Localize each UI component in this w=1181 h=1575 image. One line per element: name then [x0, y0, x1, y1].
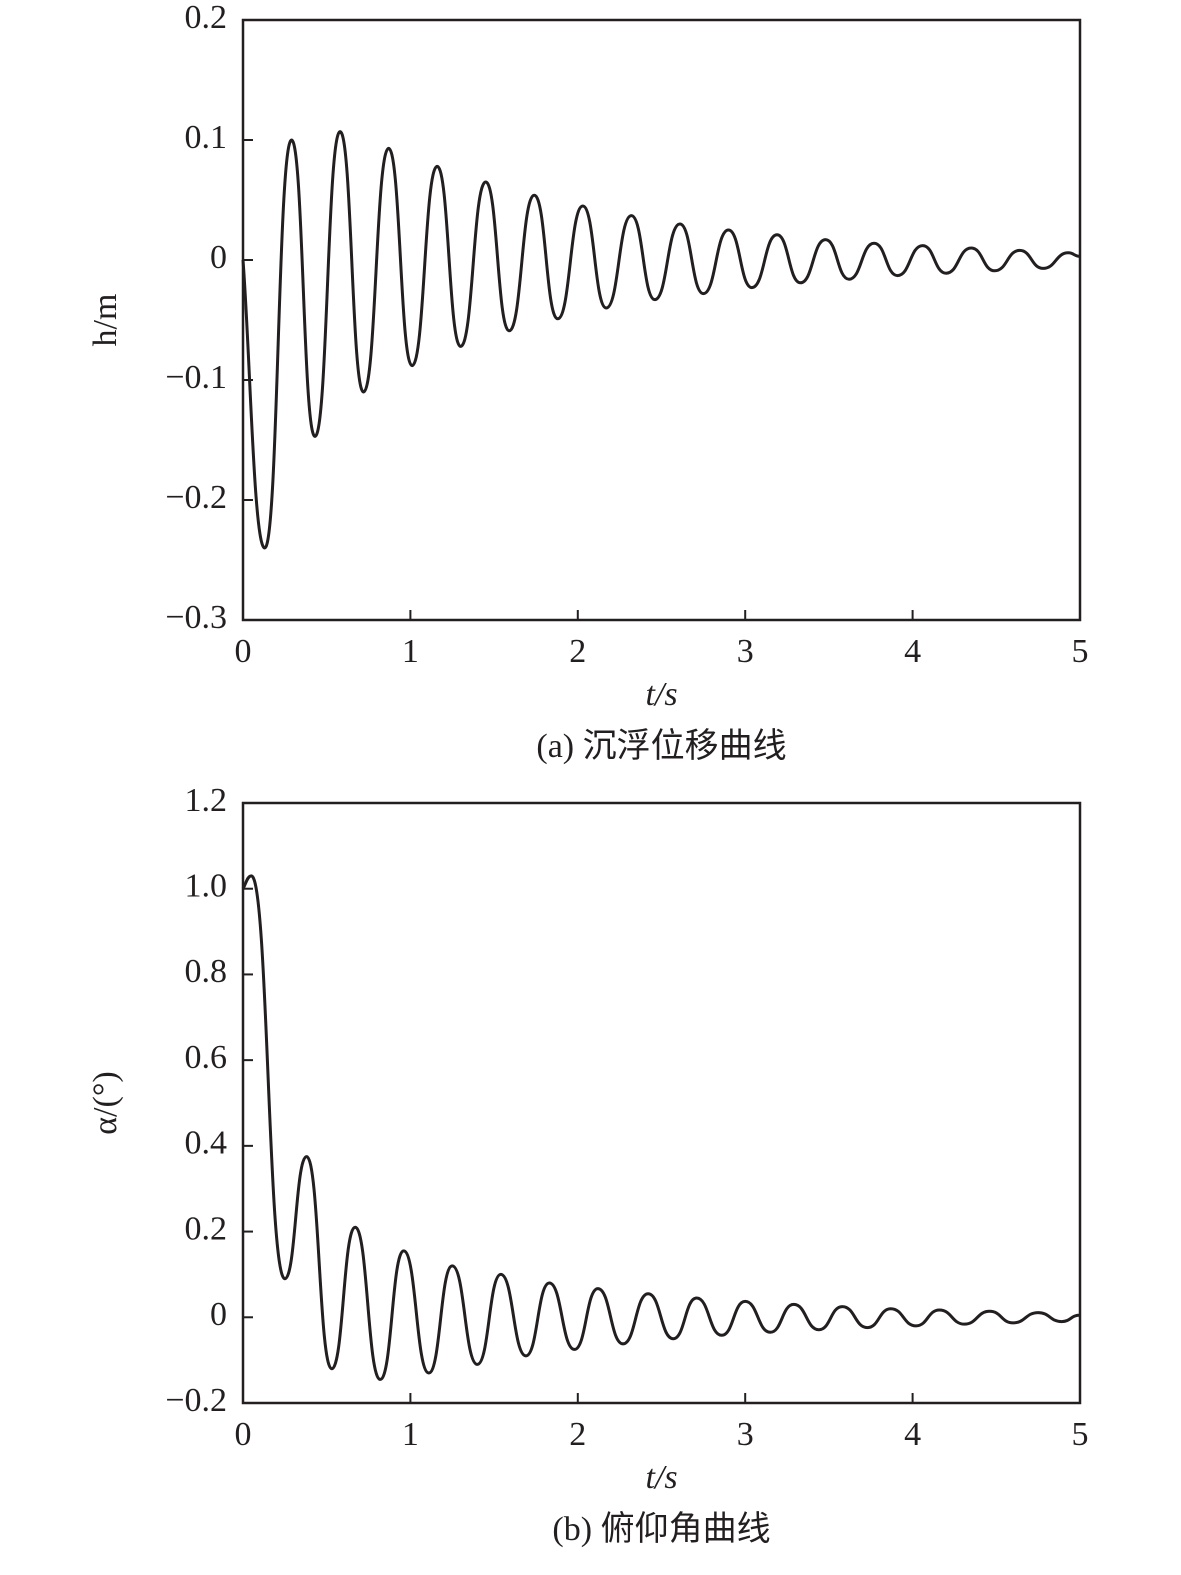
- y-tick-label: −0.2: [165, 1382, 227, 1419]
- y-axis-label: h/m: [87, 294, 124, 347]
- data-line: [241, 874, 1081, 1381]
- y-tick-label: 0.4: [185, 1125, 228, 1162]
- x-tick-label: 1: [402, 633, 419, 670]
- caption: (b) 俯仰角曲线: [552, 1510, 770, 1548]
- y-tick-label: −0.3: [165, 599, 227, 636]
- y-tick-label: 1.0: [185, 868, 228, 905]
- y-tick-label: −0.1: [165, 359, 227, 396]
- data-line: [241, 130, 1081, 550]
- x-tick-label: 3: [737, 1416, 754, 1453]
- y-tick-label: 0.6: [185, 1039, 228, 1076]
- y-tick-label: −0.2: [165, 479, 227, 516]
- x-tick-label: 4: [904, 633, 921, 670]
- chart: 0 1 2 3 4 5 −0.3 −0.2 −0.1 0 0.1 0.2 t/s h/m (a) 沉浮位移曲…: [87, 0, 1089, 765]
- y-tick-label: 0.8: [185, 953, 228, 990]
- y-tick-label: 0.2: [185, 1210, 228, 1247]
- y-tick-label: 1.2: [185, 782, 228, 819]
- chart: 0 1 2 3 4 5−0.200.20.40.60.81.01.2t/sα/(°)(b)…: [87, 782, 1089, 1548]
- x-tick-label: 2: [569, 1416, 586, 1453]
- x-axis-label: t/s: [645, 676, 677, 713]
- x-tick-label: 1: [402, 1416, 419, 1453]
- caption: (a) 沉浮位移曲线: [536, 727, 786, 765]
- y-axis-label: α/(°): [87, 1071, 124, 1135]
- x-tick-label: 5: [1072, 1416, 1089, 1453]
- y-tick-label: 0: [210, 239, 227, 276]
- y-tick-label: 0.2: [185, 0, 228, 36]
- x-tick-label: 3: [737, 633, 754, 670]
- x-axis-label: t/s: [645, 1459, 677, 1496]
- x-tick-label: 0: [235, 1416, 252, 1453]
- y-tick-label: 0.1: [185, 119, 228, 156]
- plot-frame: [241, 801, 1082, 1405]
- x-tick-label: 5: [1072, 633, 1089, 670]
- plot-frame: [241, 18, 1082, 622]
- x-tick-label: 2: [569, 633, 586, 670]
- x-tick-label: 4: [904, 1416, 921, 1453]
- x-tick-label: 0: [235, 633, 252, 670]
- y-tick-label: 0: [210, 1296, 227, 1333]
